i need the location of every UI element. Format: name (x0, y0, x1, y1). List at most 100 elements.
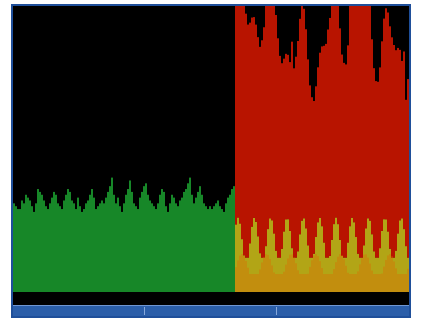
spectrum-bar-green (27, 197, 29, 292)
spectrum-bar-yellow (243, 255, 245, 292)
spectrum-bar-red (391, 37, 393, 258)
spectrum-bar-green (17, 209, 19, 292)
spectrum-bar-yellow (355, 237, 357, 292)
spectrum-bar-red (303, 8, 305, 219)
spectrum-bar-yellow (395, 250, 397, 292)
spectrum-bar-yellow (277, 257, 279, 292)
spectrum-bar-green (195, 197, 197, 292)
spectrum-bar-yellow (375, 257, 377, 292)
spectrum-bar-green (161, 189, 163, 292)
status-segment-3 (277, 307, 409, 315)
spectrum-bar-yellow (393, 257, 395, 292)
spectrum-bar-glow (369, 263, 371, 292)
spectrum-bar-red (321, 46, 323, 227)
spectrum-bar-green (81, 211, 83, 292)
spectrum-bar-glow (329, 274, 331, 292)
spectrum-bar-red (263, 27, 265, 258)
spectrum-bar-glow (237, 260, 239, 292)
spectrum-bar-glow (363, 254, 365, 292)
spectrum-bar-glow (271, 265, 273, 292)
spectrum-bar-green (123, 203, 125, 292)
spectrum-bar-glow (405, 274, 407, 292)
spectrum-bar-red (305, 29, 307, 229)
spectrum-bar-green (57, 203, 59, 292)
spectrum-bar-green (215, 203, 217, 292)
spectrum-bar-glow (407, 268, 409, 292)
spectrum-bar-glow (267, 254, 269, 292)
spectrum-bar-red (273, 6, 275, 234)
spectrum-bar-red (249, 22, 251, 244)
spectrum-bar-red (245, 13, 247, 258)
spectrum-bar-green (213, 206, 215, 292)
spectrum-bar-yellow (295, 257, 297, 292)
spectrum-bar-yellow (383, 219, 385, 292)
spectrum-bar-green (165, 206, 167, 292)
spectrum-bar-green (77, 197, 79, 292)
spectrum-bar-red (337, 6, 339, 225)
spectrum-bar-red (277, 38, 279, 258)
spectrum-bar-green (149, 200, 151, 292)
spectrum-bar-red (325, 43, 327, 258)
spectrum-bar-green (163, 191, 165, 292)
spectrum-bar-yellow (273, 233, 275, 292)
spectrum-bar-yellow (329, 255, 331, 292)
spectrum-bar-yellow (255, 221, 257, 292)
spectrum-bar-red (383, 18, 385, 220)
spectrum-bar-yellow (301, 220, 303, 292)
spectrum-bar-red (255, 24, 257, 222)
spectrum-bar-green (143, 186, 145, 292)
spectrum-bar-glow (317, 256, 319, 292)
spectrum-bar-yellow (357, 253, 359, 292)
spectrum-bar-green (35, 203, 37, 292)
spectrum-bar-glow (273, 272, 275, 292)
spectrum-bar-green (31, 206, 33, 292)
spectrum-bar-glow (235, 267, 237, 292)
spectrum-bar-glow (263, 256, 265, 292)
spectrum-bar-red (395, 50, 397, 251)
spectrum-bar-yellow (405, 246, 407, 292)
spectrum-bar-green (137, 209, 139, 292)
spectrum-bar-red (281, 63, 283, 249)
spectrum-bar-green (187, 183, 189, 292)
spectrum-bar-green (145, 183, 147, 292)
spectrum-bar-red (285, 53, 287, 220)
spectrum-bar-glow (287, 258, 289, 292)
spectrum-bar-green (159, 194, 161, 292)
spectrum-bar-red (295, 56, 297, 258)
spectrum-bar-red (343, 62, 345, 258)
spectrum-bar-green (129, 180, 131, 292)
spectrum-bar-yellow (305, 228, 307, 292)
spectrum-bar-yellow (235, 224, 237, 292)
spectrum-bar-green (97, 206, 99, 292)
spectrum-bar-yellow (397, 233, 399, 292)
spectrum-bar-green (217, 200, 219, 292)
spectrum-bar-glow (301, 274, 303, 292)
spectrum-bar-red (385, 8, 387, 220)
spectrum-bar-green (175, 203, 177, 292)
spectrum-bar-glow (391, 256, 393, 292)
spectrum-bar-red (247, 24, 249, 258)
spectrum-bar-green (119, 206, 121, 292)
spectrum-bar-yellow (351, 217, 353, 292)
spectrum-bar-green (45, 206, 47, 292)
spectrum-bar-red (289, 62, 291, 231)
spectrum-bar-yellow (399, 220, 401, 292)
spectrum-bar-red (365, 6, 367, 229)
spectrum-bar-yellow (337, 224, 339, 292)
spectrum-bar-green (101, 200, 103, 292)
spectrum-bar-red (235, 6, 237, 225)
spectrum-bar-green (199, 186, 201, 292)
spectrum-bar-yellow (379, 248, 381, 292)
spectrum-bar-yellow (293, 257, 295, 292)
spectrum-bar-glow (289, 254, 291, 292)
spectrum-bar-yellow (253, 217, 255, 292)
spectrum-bar-green (155, 209, 157, 292)
spectrum-bar-red (329, 17, 331, 256)
spectrum-bar-yellow (315, 237, 317, 292)
spectrum-bar-yellow (407, 257, 409, 292)
spectrum-bar-red (287, 54, 289, 220)
spectrum-bar-glow (357, 271, 359, 292)
spectrum-bar-glow (255, 274, 257, 292)
spectrum-bar-red (377, 81, 379, 258)
spectrum-bar-glow (373, 274, 375, 292)
